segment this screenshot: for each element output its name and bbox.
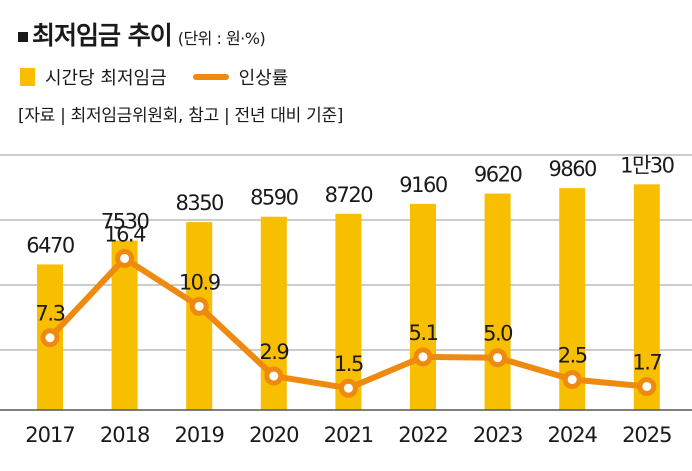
growth-rate-label-2018: 16.4 <box>104 222 146 246</box>
growth-rate-point-2019 <box>189 296 209 316</box>
bar-2025 <box>633 184 660 410</box>
growth-rate-point-2022 <box>413 347 433 367</box>
bar-value-label-2025: 1만30 <box>620 153 674 177</box>
growth-rate-label-2023: 5.0 <box>483 322 512 346</box>
bar-2022 <box>410 203 436 410</box>
bar-value-label-2023: 9620 <box>474 163 522 187</box>
legend-line-swatch <box>192 74 229 80</box>
growth-rate-point-2021 <box>338 378 358 398</box>
x-tick-label-2025: 2025 <box>622 423 671 447</box>
growth-rate-label-2017: 7.3 <box>36 302 65 326</box>
bar-value-label-2022: 9160 <box>399 173 447 197</box>
chart-title: 최저임금 추이 <box>32 21 173 50</box>
bar-value-label-2024: 9860 <box>548 157 596 181</box>
growth-rate-label-2019: 10.9 <box>179 270 220 294</box>
bar-value-label-2018: 7530 <box>101 210 149 234</box>
growth-rate-point-2023 <box>488 348 508 368</box>
bar-2021 <box>335 213 362 410</box>
bar-2023 <box>484 193 511 410</box>
chart-legend: 시간당 최저임금 인상률 <box>20 64 288 90</box>
growth-rate-point-2018 <box>115 248 135 268</box>
x-tick-label-2018: 2018 <box>100 423 149 447</box>
x-tick-label-2024: 2024 <box>547 423 597 447</box>
growth-rate-label-2024: 2.5 <box>558 344 587 368</box>
growth-rate-label-2022: 5.1 <box>409 321 438 345</box>
x-tick-label-2017: 2017 <box>25 423 74 447</box>
x-tick-label-2019: 2019 <box>174 423 223 447</box>
x-tick-label-2023: 2023 <box>473 423 522 447</box>
growth-rate-point-2024 <box>562 370 582 390</box>
bar-value-label-2019: 8350 <box>175 191 223 215</box>
growth-rate-point-2017 <box>40 328 60 348</box>
title-square-icon <box>18 32 28 42</box>
growth-rate-point-2020 <box>264 366 284 386</box>
chart-source-note: [자료 | 최저임금위원회, 참고 | 전년 대비 기준] <box>18 106 344 126</box>
bar-value-label-2020: 8590 <box>250 186 298 210</box>
growth-rate-label-2020: 2.9 <box>259 340 288 364</box>
growth-rate-label-2025: 1.7 <box>632 350 661 374</box>
bar-value-label-2021: 8720 <box>325 183 373 207</box>
chart-header: 최저임금 추이 (단위 : 원·%) <box>18 16 266 52</box>
x-tick-label-2020: 2020 <box>249 423 298 447</box>
growth-rate-point-2025 <box>637 376 657 396</box>
legend-bar-label: 시간당 최저임금 <box>45 68 167 89</box>
x-tick-label-2022: 2022 <box>398 423 447 447</box>
legend-bar-swatch <box>20 68 35 86</box>
growth-rate-label-2021: 1.5 <box>334 352 363 376</box>
legend-line-label: 인상률 <box>238 68 289 89</box>
chart-unit: (단위 : 원·%) <box>177 29 266 48</box>
bar-value-label-2017: 6470 <box>26 233 74 257</box>
x-tick-label-2021: 2021 <box>324 423 373 447</box>
